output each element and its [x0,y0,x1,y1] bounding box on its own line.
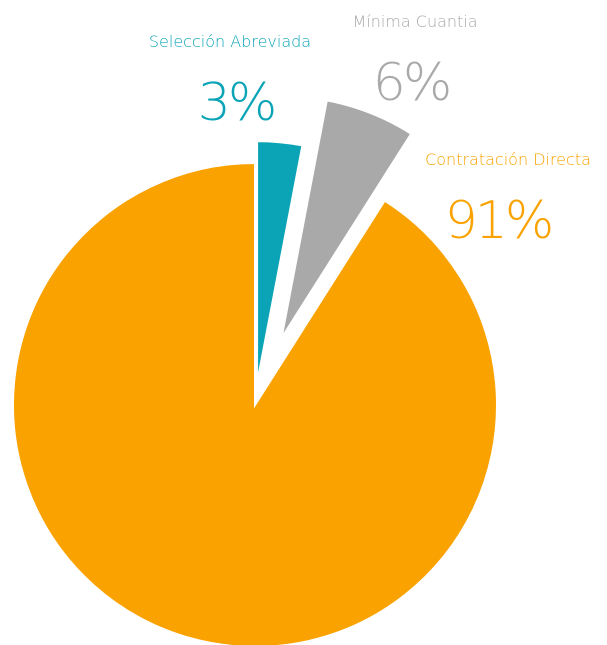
slice-label: Selección Abreviada [149,32,311,51]
pie-slice [256,140,304,384]
pie-slice [12,161,498,645]
slice-value-label: 6% [373,53,450,113]
pie-slice [280,99,413,339]
slice-label: Contratación Directa [425,150,591,169]
slice-value-label: 3% [198,73,275,133]
slice-label: Mínima Cuantia [352,12,477,31]
slice-value-label: 91% [445,191,552,251]
